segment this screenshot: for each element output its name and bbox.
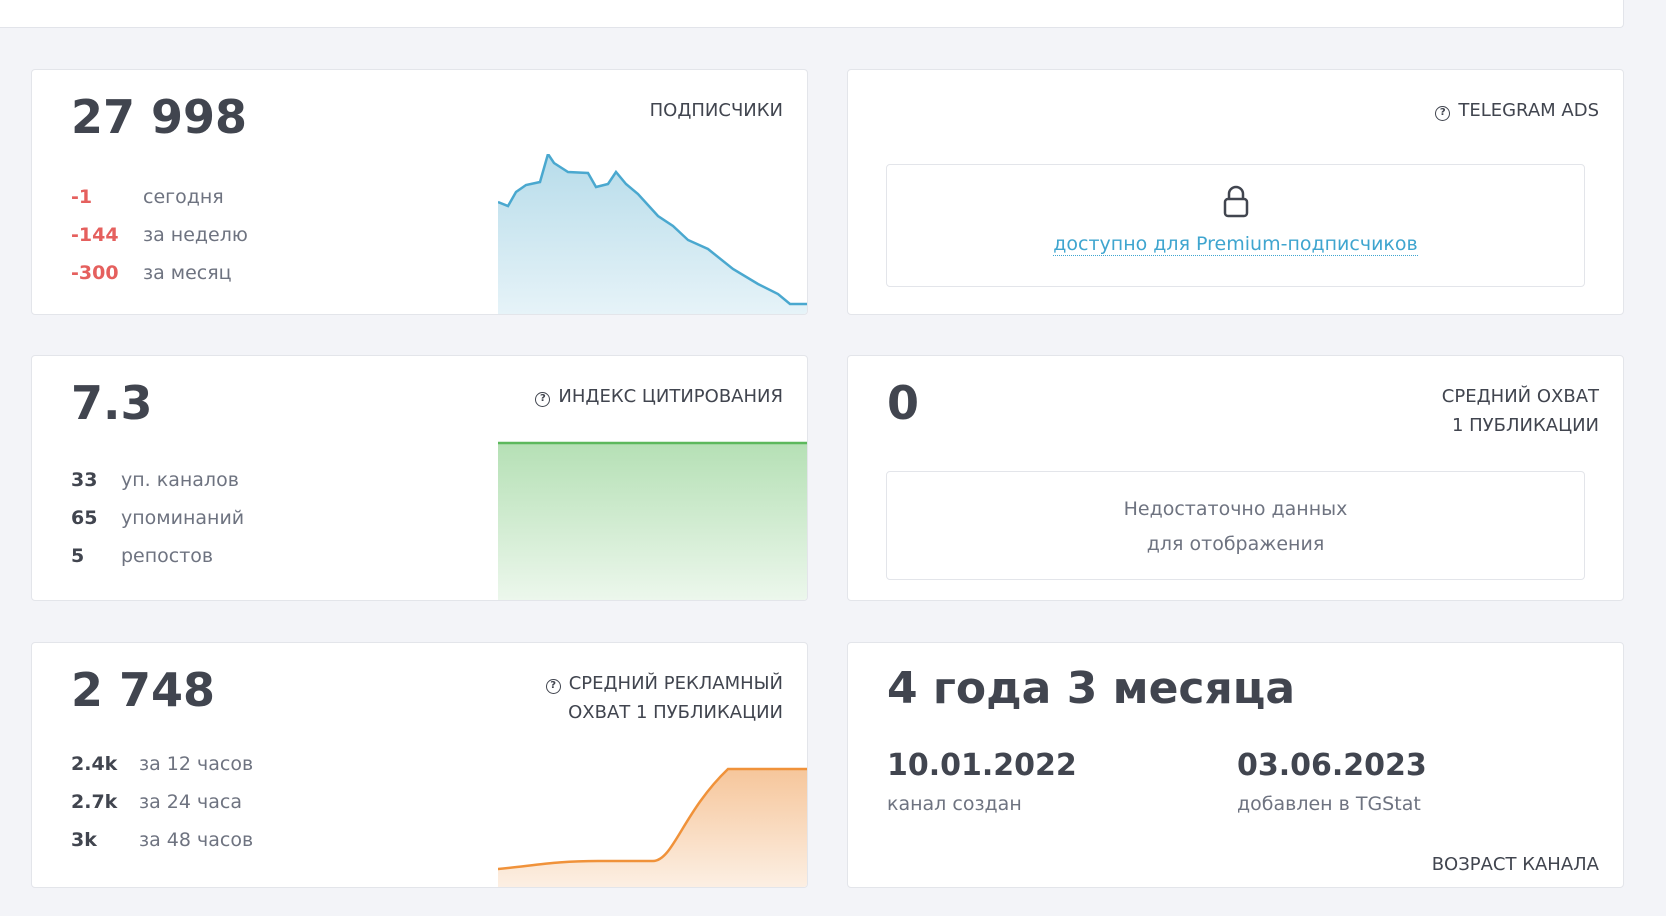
stat-row: 33 уп. каналов [71,461,244,499]
stat-label: за 24 часа [139,791,242,813]
card-title-text: TELEGRAM ADS [1458,100,1599,121]
subscribers-sparkline [498,154,807,314]
stat-value: 33 [71,469,98,491]
stat-row: 3k за 48 часов [71,821,253,859]
stat-label: упоминаний [121,507,245,529]
stat-label: уп. каналов [121,469,239,491]
card-title: СРЕДНИЙ ОХВАТ 1 ПУБЛИКАЦИИ [1442,382,1599,440]
sparkline-area [498,769,807,887]
stat-value: 2.4k [71,753,118,775]
stat-row: -1 сегодня [71,178,248,216]
stat-row: 5 репостов [71,537,244,575]
channel-age-value: 4 года 3 месяца [887,663,1296,714]
card-title: ПОДПИСЧИКИ [649,100,783,121]
stat-label: сегодня [143,186,224,208]
sparkline-line [498,767,807,871]
card-title: ? СРЕДНИЙ РЕКЛАМНЫЙ ОХВАТ 1 ПУБЛИКАЦИИ [545,669,783,727]
card-title-line: 1 ПУБЛИКАЦИИ [1451,415,1599,436]
created-label: канал создан [887,793,1022,815]
telegram-ads-card: ? TELEGRAM ADS доступно для Premium-подпи… [847,69,1624,315]
card-title-text: ИНДЕКС ЦИТИРОВАНИЯ [558,386,783,407]
card-title: ? TELEGRAM ADS [1435,96,1599,125]
card-title: ? ИНДЕКС ЦИТИРОВАНИЯ [535,382,783,411]
help-circle-icon[interactable]: ? [1435,106,1451,121]
ad-reach-value: 2 748 [71,663,216,717]
citation-sparkline [498,441,807,600]
help-circle-icon[interactable]: ? [535,392,551,407]
lock-icon [1223,185,1248,218]
sparkline-area [498,154,807,314]
stat-row: -144 за неделю [71,216,248,254]
card-title-line: ОХВАТ 1 ПУБЛИКАЦИИ [568,702,783,723]
card-title-line: СРЕДНИЙ РЕКЛАМНЫЙ [568,673,783,694]
stat-value: 3k [71,829,97,851]
card-title: ВОЗРАСТ КАНАЛА [1431,854,1599,875]
stat-label: за 12 часов [139,753,254,775]
stat-row: -300 за месяц [71,254,248,292]
created-date: 10.01.2022 [887,748,1077,783]
stat-value: 65 [71,507,98,529]
citation-index-card[interactable]: 7.3 ? ИНДЕКС ЦИТИРОВАНИЯ 33 уп. каналов 65… [31,355,808,601]
help-circle-icon[interactable]: ? [545,679,561,694]
added-date: 03.06.2023 [1237,748,1427,783]
stat-value: 2.7k [71,791,118,813]
stat-label: за месяц [143,262,232,284]
premium-lock-box: доступно для Premium-подписчиков [886,164,1585,287]
ad-reach-sparkline [498,767,807,887]
average-reach-value: 0 [887,376,920,430]
stat-value: -300 [71,262,119,284]
no-data-box: Недостаточно данных для отображения [886,471,1585,580]
citation-index-value: 7.3 [71,376,153,430]
stat-value: -144 [71,224,119,246]
top-bar [0,0,1624,28]
ad-reach-card[interactable]: 2 748 ? СРЕДНИЙ РЕКЛАМНЫЙ ОХВАТ 1 ПУБЛИКАЦ… [31,642,808,888]
subscribers-count: 27 998 [71,90,248,144]
card-title-line: СРЕДНИЙ ОХВАТ [1441,386,1599,407]
added-label: добавлен в TGStat [1237,793,1421,815]
sparkline-area [498,443,807,600]
stat-label: репостов [121,545,214,567]
no-data-text: Недостаточно данных [1123,498,1348,520]
stat-row: 2.7k за 24 часа [71,783,253,821]
stat-label: за 48 часов [139,829,254,851]
stat-row: 65 упоминаний [71,499,244,537]
stat-row: 2.4k за 12 часов [71,745,253,783]
stat-value: 5 [71,545,85,567]
premium-link[interactable]: доступно для Premium-подписчиков [1053,233,1418,256]
subscribers-card[interactable]: 27 998 ПОДПИСЧИКИ -1 сегодня -144 за недел… [31,69,808,315]
stat-value: -1 [71,186,93,208]
no-data-text: для отображения [1146,533,1325,555]
sparkline-line [498,154,807,306]
channel-age-card: 4 года 3 месяца 10.01.2022 канал создан 0… [847,642,1624,888]
stat-label: за неделю [143,224,248,246]
average-reach-card: 0 СРЕДНИЙ ОХВАТ 1 ПУБЛИКАЦИИ Недостаточно… [847,355,1624,601]
